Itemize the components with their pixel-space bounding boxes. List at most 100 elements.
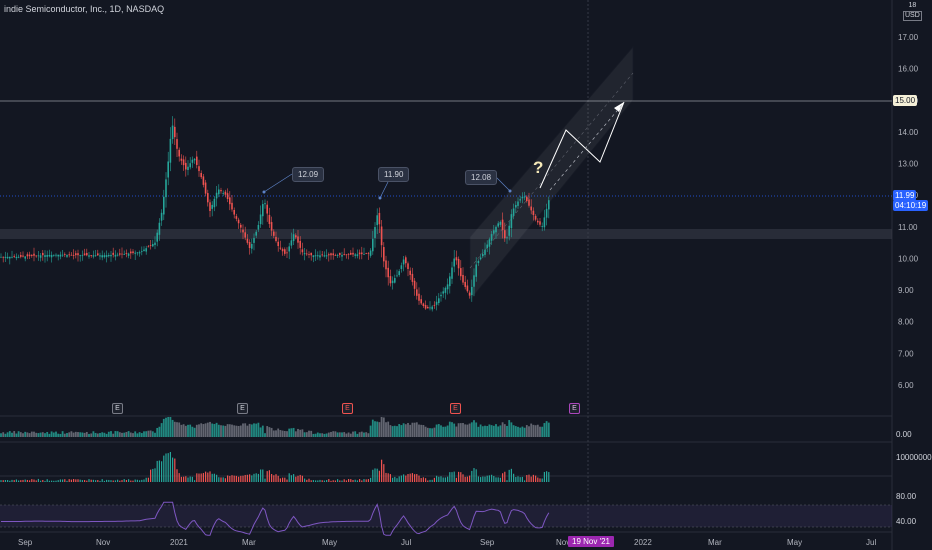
volume-bar [424,426,427,437]
indicator-bar [420,478,422,482]
earnings-marker[interactable]: E [112,403,123,414]
indicator-bar [275,474,277,482]
candle-body [545,208,548,218]
volume-bar [224,425,227,437]
currency-unit: USD [903,11,922,21]
volume-bar [143,431,145,437]
earnings-marker[interactable]: E [237,403,248,414]
volume-bar [413,422,416,437]
volume-bar [184,425,187,437]
indicator-bar [40,480,42,482]
candle-body [81,255,84,257]
indicator-bar [95,480,97,482]
indicator-bar [530,476,532,482]
candle-body [352,252,354,255]
candle-body [479,257,482,260]
candle-body [130,251,132,254]
indicator-bar [363,479,365,482]
candle-body [486,244,488,249]
candle-body [539,221,541,225]
volume-bar [486,426,489,437]
earnings-marker[interactable]: E [342,403,353,414]
indicator-bar [101,479,103,482]
volume-bar [257,422,260,437]
candle-body [495,226,497,233]
indicator-bar [383,464,385,482]
volume-bar [202,424,205,437]
indicator-bar [277,475,279,482]
candle-body [543,217,546,228]
current-price-tag: 11.99 [893,190,917,201]
indicator-bar [44,480,46,482]
volume-bar [512,425,515,437]
indicator-bar [350,479,352,482]
indicator-bar [22,479,24,482]
indicator-bar [7,480,9,482]
candle-body [442,291,444,294]
candle-body [290,240,293,246]
candle-body [193,158,196,161]
volume-bar [290,428,293,437]
indicator-bar [482,476,484,482]
x-axis-label: Jul [866,538,877,547]
volume-bar [541,426,544,437]
indicator-bar [451,472,453,482]
candle-body [334,255,337,256]
volume-bar [530,423,533,437]
candle-body [416,289,418,296]
volume-bar [246,425,249,437]
indicator-bar [341,480,343,482]
candle-body [242,229,244,233]
indicator-bar [99,480,101,482]
indicator-bar [172,457,174,482]
high-callout-2[interactable]: 11.90 [378,167,410,182]
volume-bar [88,433,90,437]
indicator-bar [75,479,77,482]
candle-body [182,159,185,166]
volume-bar [292,427,295,437]
candle-body [152,244,154,247]
candle-body [31,254,33,256]
candle-body [233,209,235,215]
indicator-bar [207,472,209,482]
indicator-bar [73,478,75,482]
candle-body [295,235,297,238]
indicator-bar [466,476,468,482]
candle-body [149,245,152,246]
high-callout-1[interactable]: 12.09 [292,167,325,182]
indicator-bar [18,480,20,482]
volume-bar [72,432,75,437]
volume-bar [116,431,119,437]
indicator-bar [103,480,105,482]
candle-body [435,301,438,305]
candle-body [198,166,200,172]
x-axis-label: Jul [401,538,412,547]
candle-body [517,201,519,206]
earnings-marker-upcoming[interactable]: E [569,403,580,414]
candle-body [279,247,282,249]
volume-bar [283,430,286,437]
question-annotation[interactable]: ? [533,158,544,177]
candle-body [222,192,224,194]
candle-body [35,255,37,257]
earnings-marker[interactable]: E [450,403,461,414]
volume-bar [433,427,436,437]
volume-bar [297,428,299,437]
currency-indicator[interactable]: 18 USD [903,2,922,21]
indicator-bar [154,468,156,482]
candle-body [497,223,499,227]
volume-bar [376,421,379,437]
indicator-bar [519,477,521,482]
candle-body [231,202,233,210]
volume-bar [215,422,218,437]
candle-body [167,161,169,178]
candle-body [163,196,165,215]
indicator-bar [266,471,268,482]
volume-bar [299,429,302,437]
indicator-bar [365,479,367,482]
candle-body [26,254,29,257]
indicator-bar [361,480,363,482]
high-callout-3[interactable]: 12.08 [465,170,498,185]
